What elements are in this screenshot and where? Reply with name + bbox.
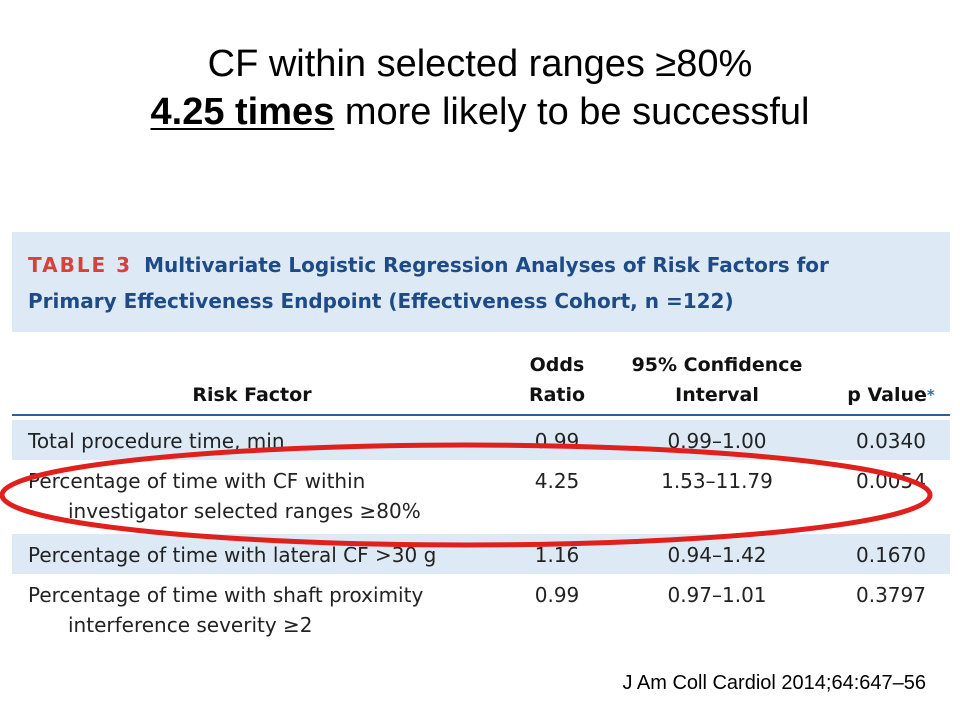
- odds-ratio-cell: 0.99: [534, 429, 580, 453]
- risk-factor-cell: Total procedure time, min: [28, 426, 498, 456]
- confidence-interval-cell: 0.94–1.42: [667, 543, 767, 567]
- odds-ratio-cell: 4.25: [534, 469, 580, 493]
- confidence-interval-cell: 0.99–1.00: [667, 429, 767, 453]
- header-odds-line-2: Ratio: [528, 384, 586, 406]
- header-ci-line-2: Interval: [675, 384, 759, 406]
- header-p-value: p Value*: [832, 380, 950, 410]
- table-row: Percentage of time with shaft proximity …: [12, 574, 950, 646]
- table-row: Total procedure time, min 0.99 0.99–1.00…: [12, 420, 950, 460]
- citation: J Am Coll Cardiol 2014;64:647–56: [622, 672, 926, 694]
- table-caption-text-1: Multivariate Logistic Regression Analyse…: [144, 253, 829, 277]
- header-odds-ratio: Odds Ratio: [512, 350, 602, 410]
- p-value-cell: 0.1670: [856, 543, 926, 567]
- confidence-interval-cell: 1.53–11.79: [661, 469, 773, 493]
- header-odds-line-1: Odds: [529, 354, 585, 376]
- risk-factor-text: Percentage of time with lateral CF >30 g: [28, 543, 437, 567]
- title-line-2: 4.25 times more likely to be successful: [0, 88, 960, 136]
- p-value-cell: 0.0340: [856, 429, 926, 453]
- risk-factor-text-continued: investigator selected ranges ≥80%: [68, 499, 421, 523]
- risk-factor-text: Percentage of time with shaft proximity: [28, 583, 424, 607]
- header-confidence-interval: 95% Confidence Interval: [612, 350, 822, 410]
- odds-ratio-cell: 1.16: [534, 543, 580, 567]
- p-value-cell: 0.3797: [856, 583, 926, 607]
- risk-factor-text: Percentage of time with CF within: [28, 469, 366, 493]
- title-line-2-rest: more likely to be successful: [334, 91, 810, 133]
- risk-factor-cell: Percentage of time with shaft proximity …: [28, 580, 498, 640]
- table-row: Percentage of time with lateral CF >30 g…: [12, 534, 950, 574]
- title-line-1: CF within selected ranges ≥80%: [207, 43, 753, 85]
- table-header-rule: [12, 414, 950, 416]
- header-risk-factor: Risk Factor: [192, 384, 312, 406]
- title-emphasis: 4.25 times: [150, 91, 335, 133]
- risk-factor-cell: Percentage of time with CF within invest…: [28, 466, 498, 526]
- table-caption-line-2: Primary Effectiveness Endpoint (Effectiv…: [28, 289, 734, 313]
- table-column-headers: Risk Factor Odds Ratio 95% Confidence In…: [12, 340, 950, 420]
- risk-factor-text: Total procedure time, min: [28, 429, 285, 453]
- confidence-interval-cell: 0.97–1.01: [667, 583, 767, 607]
- risk-factor-text-continued: interference severity ≥2: [68, 613, 313, 637]
- p-value-cell: 0.0054: [856, 469, 926, 493]
- header-p-value-footnote-marker: *: [926, 386, 935, 404]
- header-p-value-text: p Value: [847, 384, 927, 406]
- risk-factor-cell: Percentage of time with lateral CF >30 g: [28, 540, 498, 570]
- table-caption-line-1: TABLE 3 Multivariate Logistic Regression …: [28, 247, 928, 283]
- slide-title: CF within selected ranges ≥80% 4.25 time…: [0, 40, 960, 136]
- table-label: TABLE 3: [28, 253, 133, 277]
- header-ci-line-1: 95% Confidence: [631, 354, 803, 376]
- table-row: Percentage of time with CF within invest…: [12, 460, 950, 532]
- table-caption: TABLE 3 Multivariate Logistic Regression …: [28, 247, 928, 319]
- table-caption-band: [12, 232, 950, 332]
- odds-ratio-cell: 0.99: [534, 583, 580, 607]
